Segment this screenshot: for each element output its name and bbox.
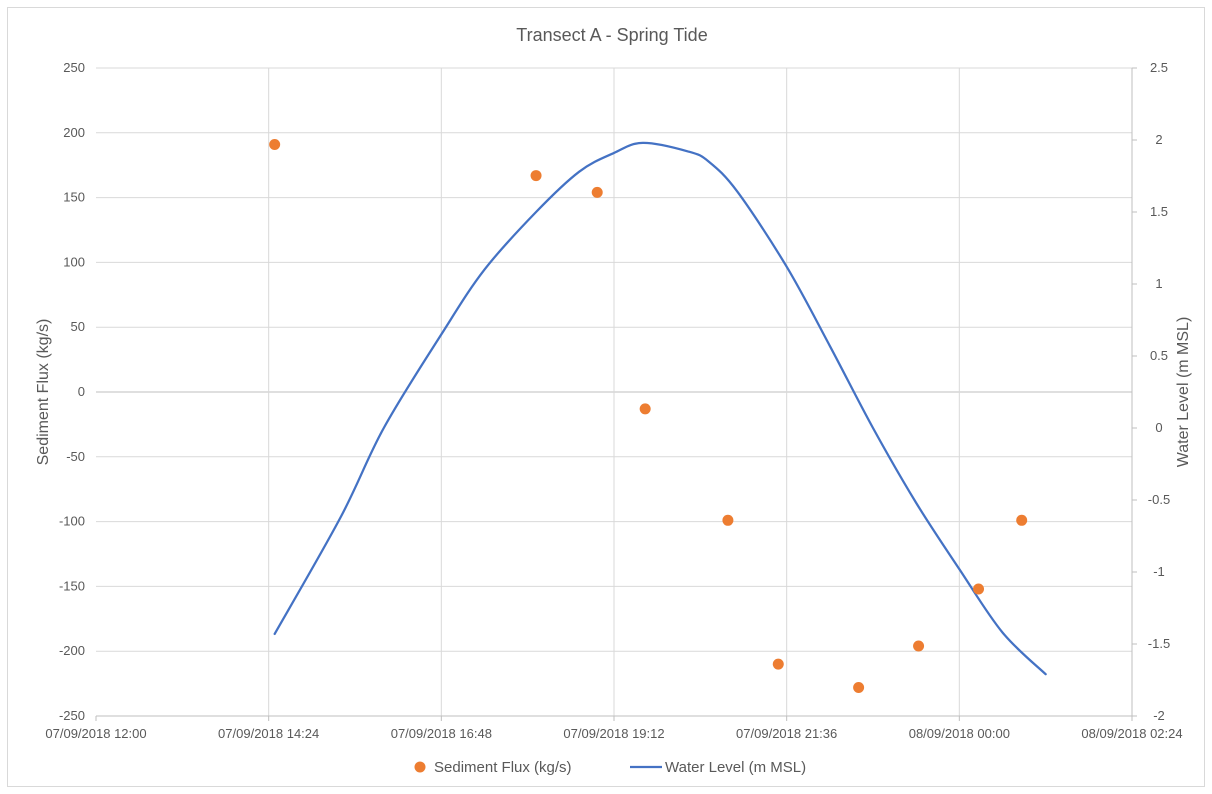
y-right-tick-label: -1.5 [1148,636,1170,651]
sediment-flux-point [973,583,985,595]
x-tick-label: 07/09/2018 16:48 [391,726,492,741]
y-left-tick-label: 0 [78,384,85,399]
y-right-tick-label: 2.5 [1150,60,1168,75]
y-axis-left-label: Sediment Flux (kg/s) [35,319,52,466]
y-right-tick-label: 1 [1155,276,1162,291]
y-right-tick-label: -0.5 [1148,492,1170,507]
y-left-tick-label: -200 [59,643,85,658]
axes: 250 200 150 100 50 0 -50 -100 -150 -200 -250 07/09/… [45,60,1182,741]
y-left-tick-label: 100 [63,254,85,269]
legend: Sediment Flux (kg/s) Water Level (m MSL) [414,759,806,776]
sediment-flux-point [1016,514,1028,526]
sediment-flux-point [853,681,865,693]
sediment-flux-point [913,640,925,652]
y-right-tick-label: 2 [1155,132,1162,147]
sediment-flux-point [591,186,603,198]
y-left-tick-label: -50 [66,449,85,464]
legend-label-water-level: Water Level (m MSL) [665,759,806,776]
y-right-tick-label: 0.5 [1150,348,1168,363]
y-left-tick-label: 150 [63,190,85,205]
y-left-tick-label: -150 [59,578,85,593]
sediment-flux-point [530,170,542,182]
x-tick-label: 07/09/2018 21:36 [736,726,837,741]
y-left-tick-label: 200 [63,125,85,140]
legend-marker-sediment-flux [414,761,426,773]
sediment-flux-series [269,138,1028,693]
chart-title: Transect A - Spring Tide [516,25,707,45]
y-right-tick-label: 0 [1155,420,1162,435]
x-tick-label: 08/09/2018 02:24 [1081,726,1182,741]
sediment-flux-point [772,658,784,670]
water-level-line [273,141,1047,676]
y-left-tick-label: 50 [71,319,85,334]
gridlines [96,67,1133,716]
y-left-tick-label: 250 [63,60,85,75]
y-axis-right-label: Water Level (m MSL) [1175,317,1192,468]
water-level-series [273,141,1047,676]
chart-frame [7,7,1205,787]
y-left-tick-label: -250 [59,708,85,723]
y-left-tick-label: -100 [59,514,85,529]
sediment-flux-point [269,138,281,150]
y-right-tick-label: -2 [1153,708,1165,723]
y-right-tick-label: 1.5 [1150,204,1168,219]
x-tick-label: 07/09/2018 12:00 [45,726,146,741]
x-tick-label: 07/09/2018 14:24 [218,726,319,741]
legend-label-sediment-flux: Sediment Flux (kg/s) [434,759,572,776]
sediment-flux-point [639,403,651,415]
x-tick-label: 08/09/2018 00:00 [909,726,1010,741]
sediment-flux-point [722,514,734,526]
y-right-tick-label: -1 [1153,564,1165,579]
x-tick-label: 07/09/2018 19:12 [563,726,664,741]
